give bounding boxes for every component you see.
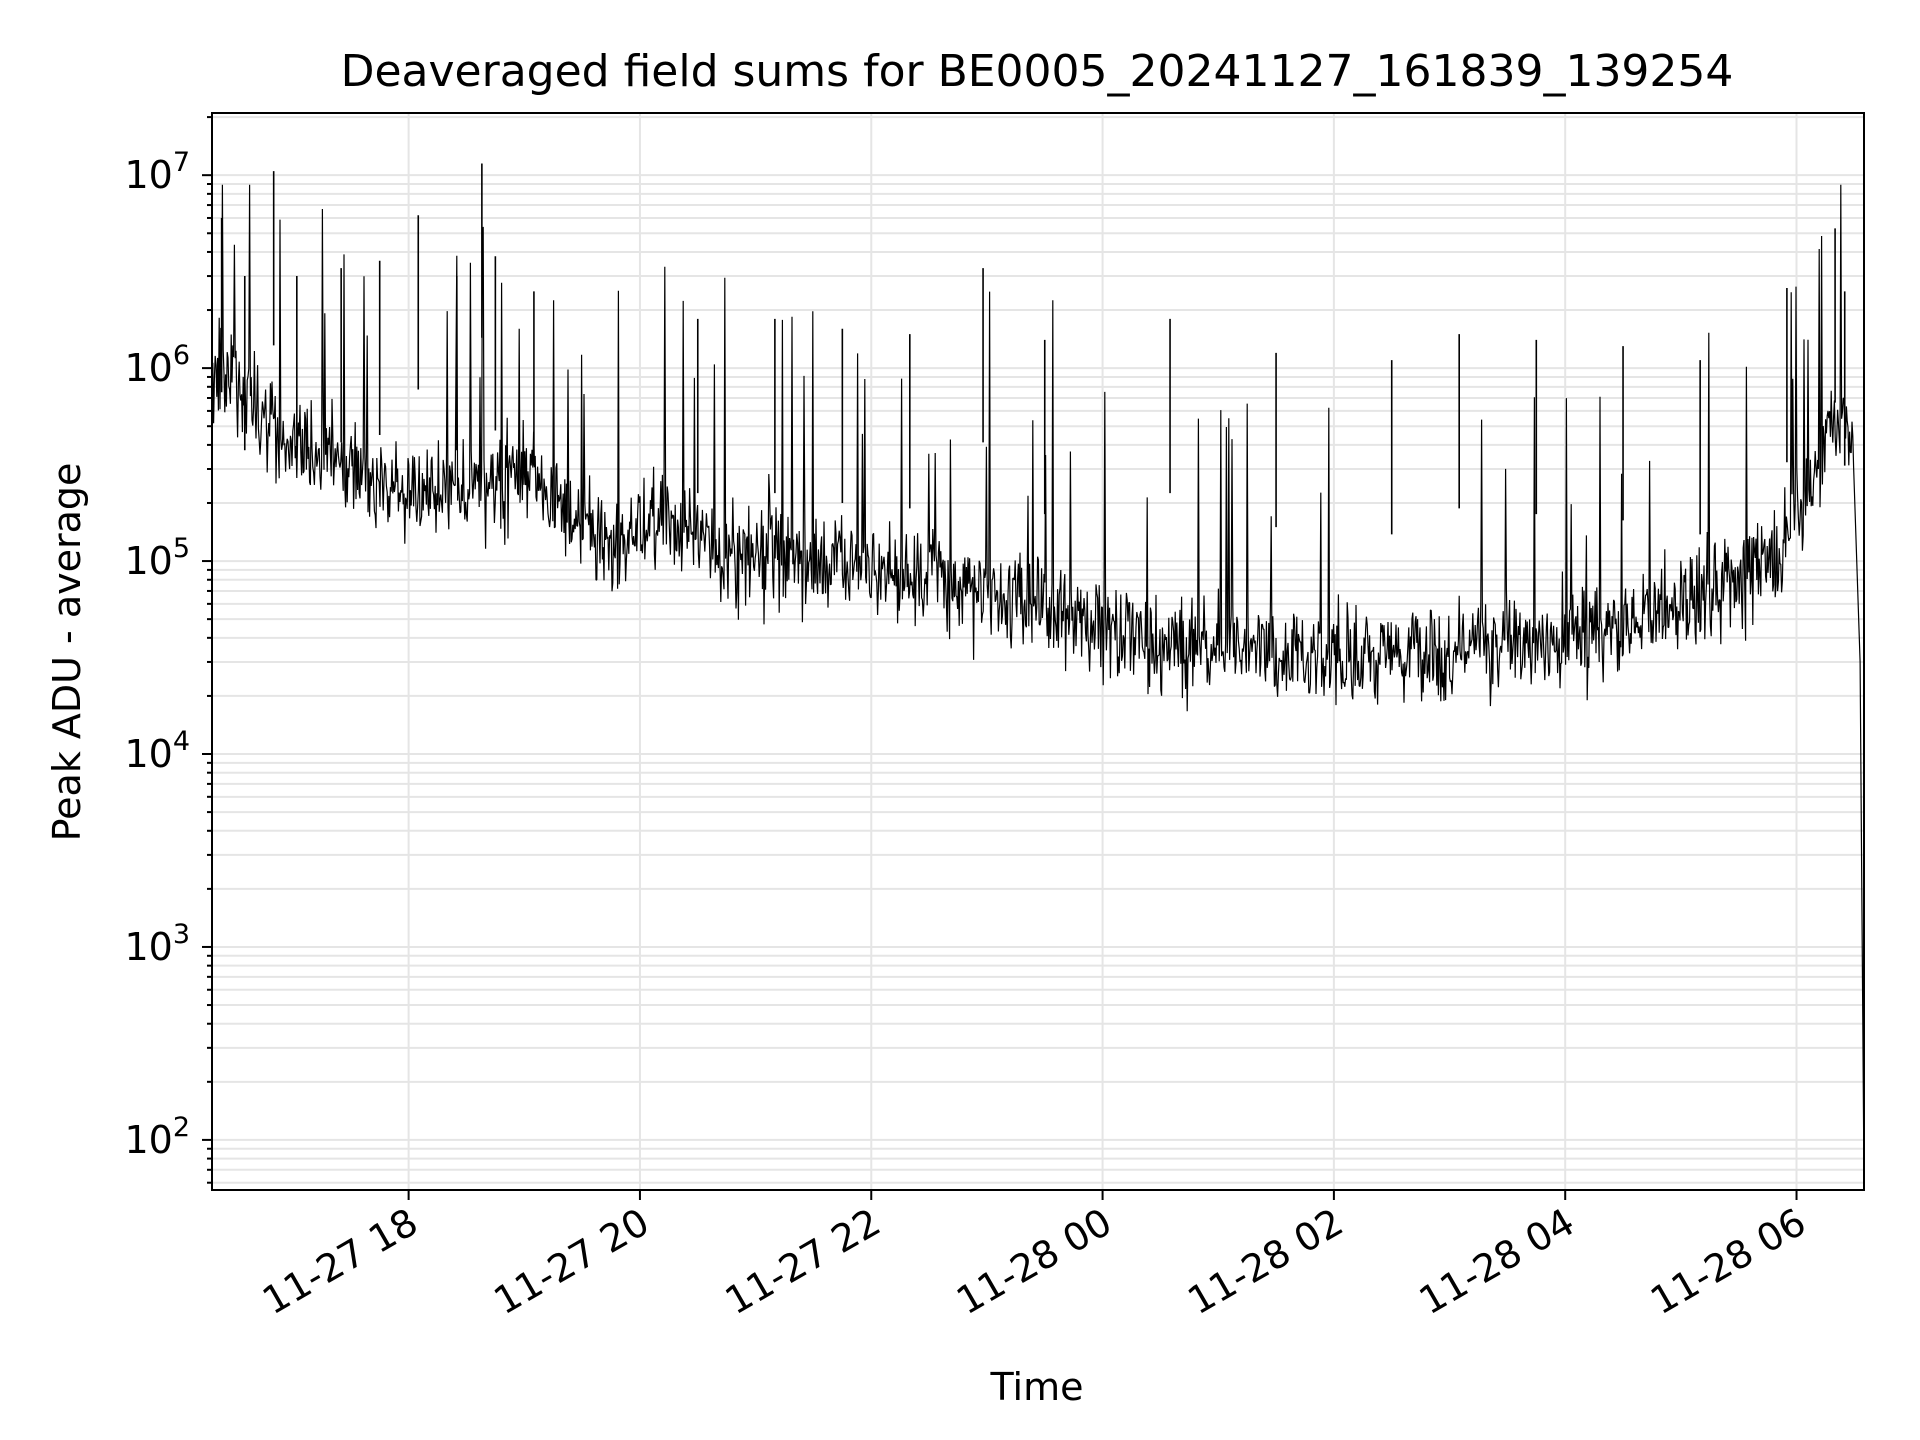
- y-axis-label: Peak ADU - average: [45, 463, 89, 842]
- y-tick-label: 104: [124, 726, 190, 776]
- y-tick-label: 107: [124, 147, 190, 197]
- plot-frame: [211, 112, 1865, 1191]
- y-axis: 102 103 104 105 106 107: [124, 116, 212, 1184]
- chart-title: Deaveraged field sums for BE0005_2024112…: [341, 46, 1734, 97]
- y-tick-label: 102: [124, 1112, 190, 1162]
- x-axis-label: Time: [990, 1365, 1084, 1409]
- series-line: [211, 184, 1865, 1183]
- y-tick-label: 106: [124, 340, 190, 390]
- plot-area: [211, 163, 1865, 1183]
- y-tick-label: 103: [124, 919, 190, 969]
- y-tick-label: 105: [124, 533, 190, 583]
- grid: [212, 113, 1864, 1190]
